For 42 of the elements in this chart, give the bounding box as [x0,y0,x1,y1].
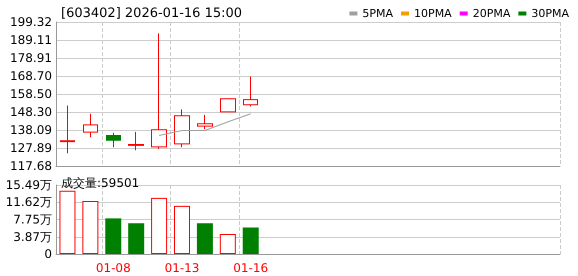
y-tick-label: 178.91 [10,51,52,65]
candlestick [174,108,190,148]
y-tick-label: 7.75万 [13,212,52,226]
y-tick-label: 168.70 [10,69,52,84]
bar [242,227,259,254]
bar [196,223,213,254]
bar [128,223,144,254]
bar [59,190,76,254]
legend-label: 5PMA [362,7,394,20]
candlestick [60,104,75,154]
y-tick-label: 3.87万 [13,230,52,244]
candlestick [151,32,167,150]
legend-label: 20PMA [472,7,511,20]
y-tick-label: 158.50 [10,87,52,101]
candlestick [106,132,121,148]
x-tick-label: 01-08 [96,261,131,275]
bar [151,198,168,254]
candlestick [128,131,144,151]
chart-title: [603402] 2026-01-16 15:00 [61,6,242,21]
y-tick-label: 117.68 [10,159,52,173]
x-tick-label: 01-13 [164,261,200,275]
bar [82,200,98,254]
candlestick [220,98,236,112]
bar [174,206,190,254]
y-tick-label: 189.11 [10,33,52,48]
legend-label: 10PMA [414,7,452,20]
y-tick-label: 148.30 [10,104,52,119]
candlestick [243,76,258,107]
y-tick-label: 199.32 [10,15,52,29]
y-tick-label: 138.09 [10,123,52,137]
y-tick-label: 127.89 [10,140,52,155]
candlestick [83,113,98,138]
line-series [158,113,252,136]
y-tick-label: 15.49万 [6,178,52,192]
bar [105,218,122,254]
legend-label: 30PMA [531,7,570,20]
candlestick [197,114,213,130]
bar [220,234,236,254]
y-tick-label: 0 [44,247,52,261]
chart-title: 成交量:59501 [61,176,140,190]
x-tick-label: 01-16 [233,261,268,275]
y-tick-label: 11.62万 [6,195,52,210]
